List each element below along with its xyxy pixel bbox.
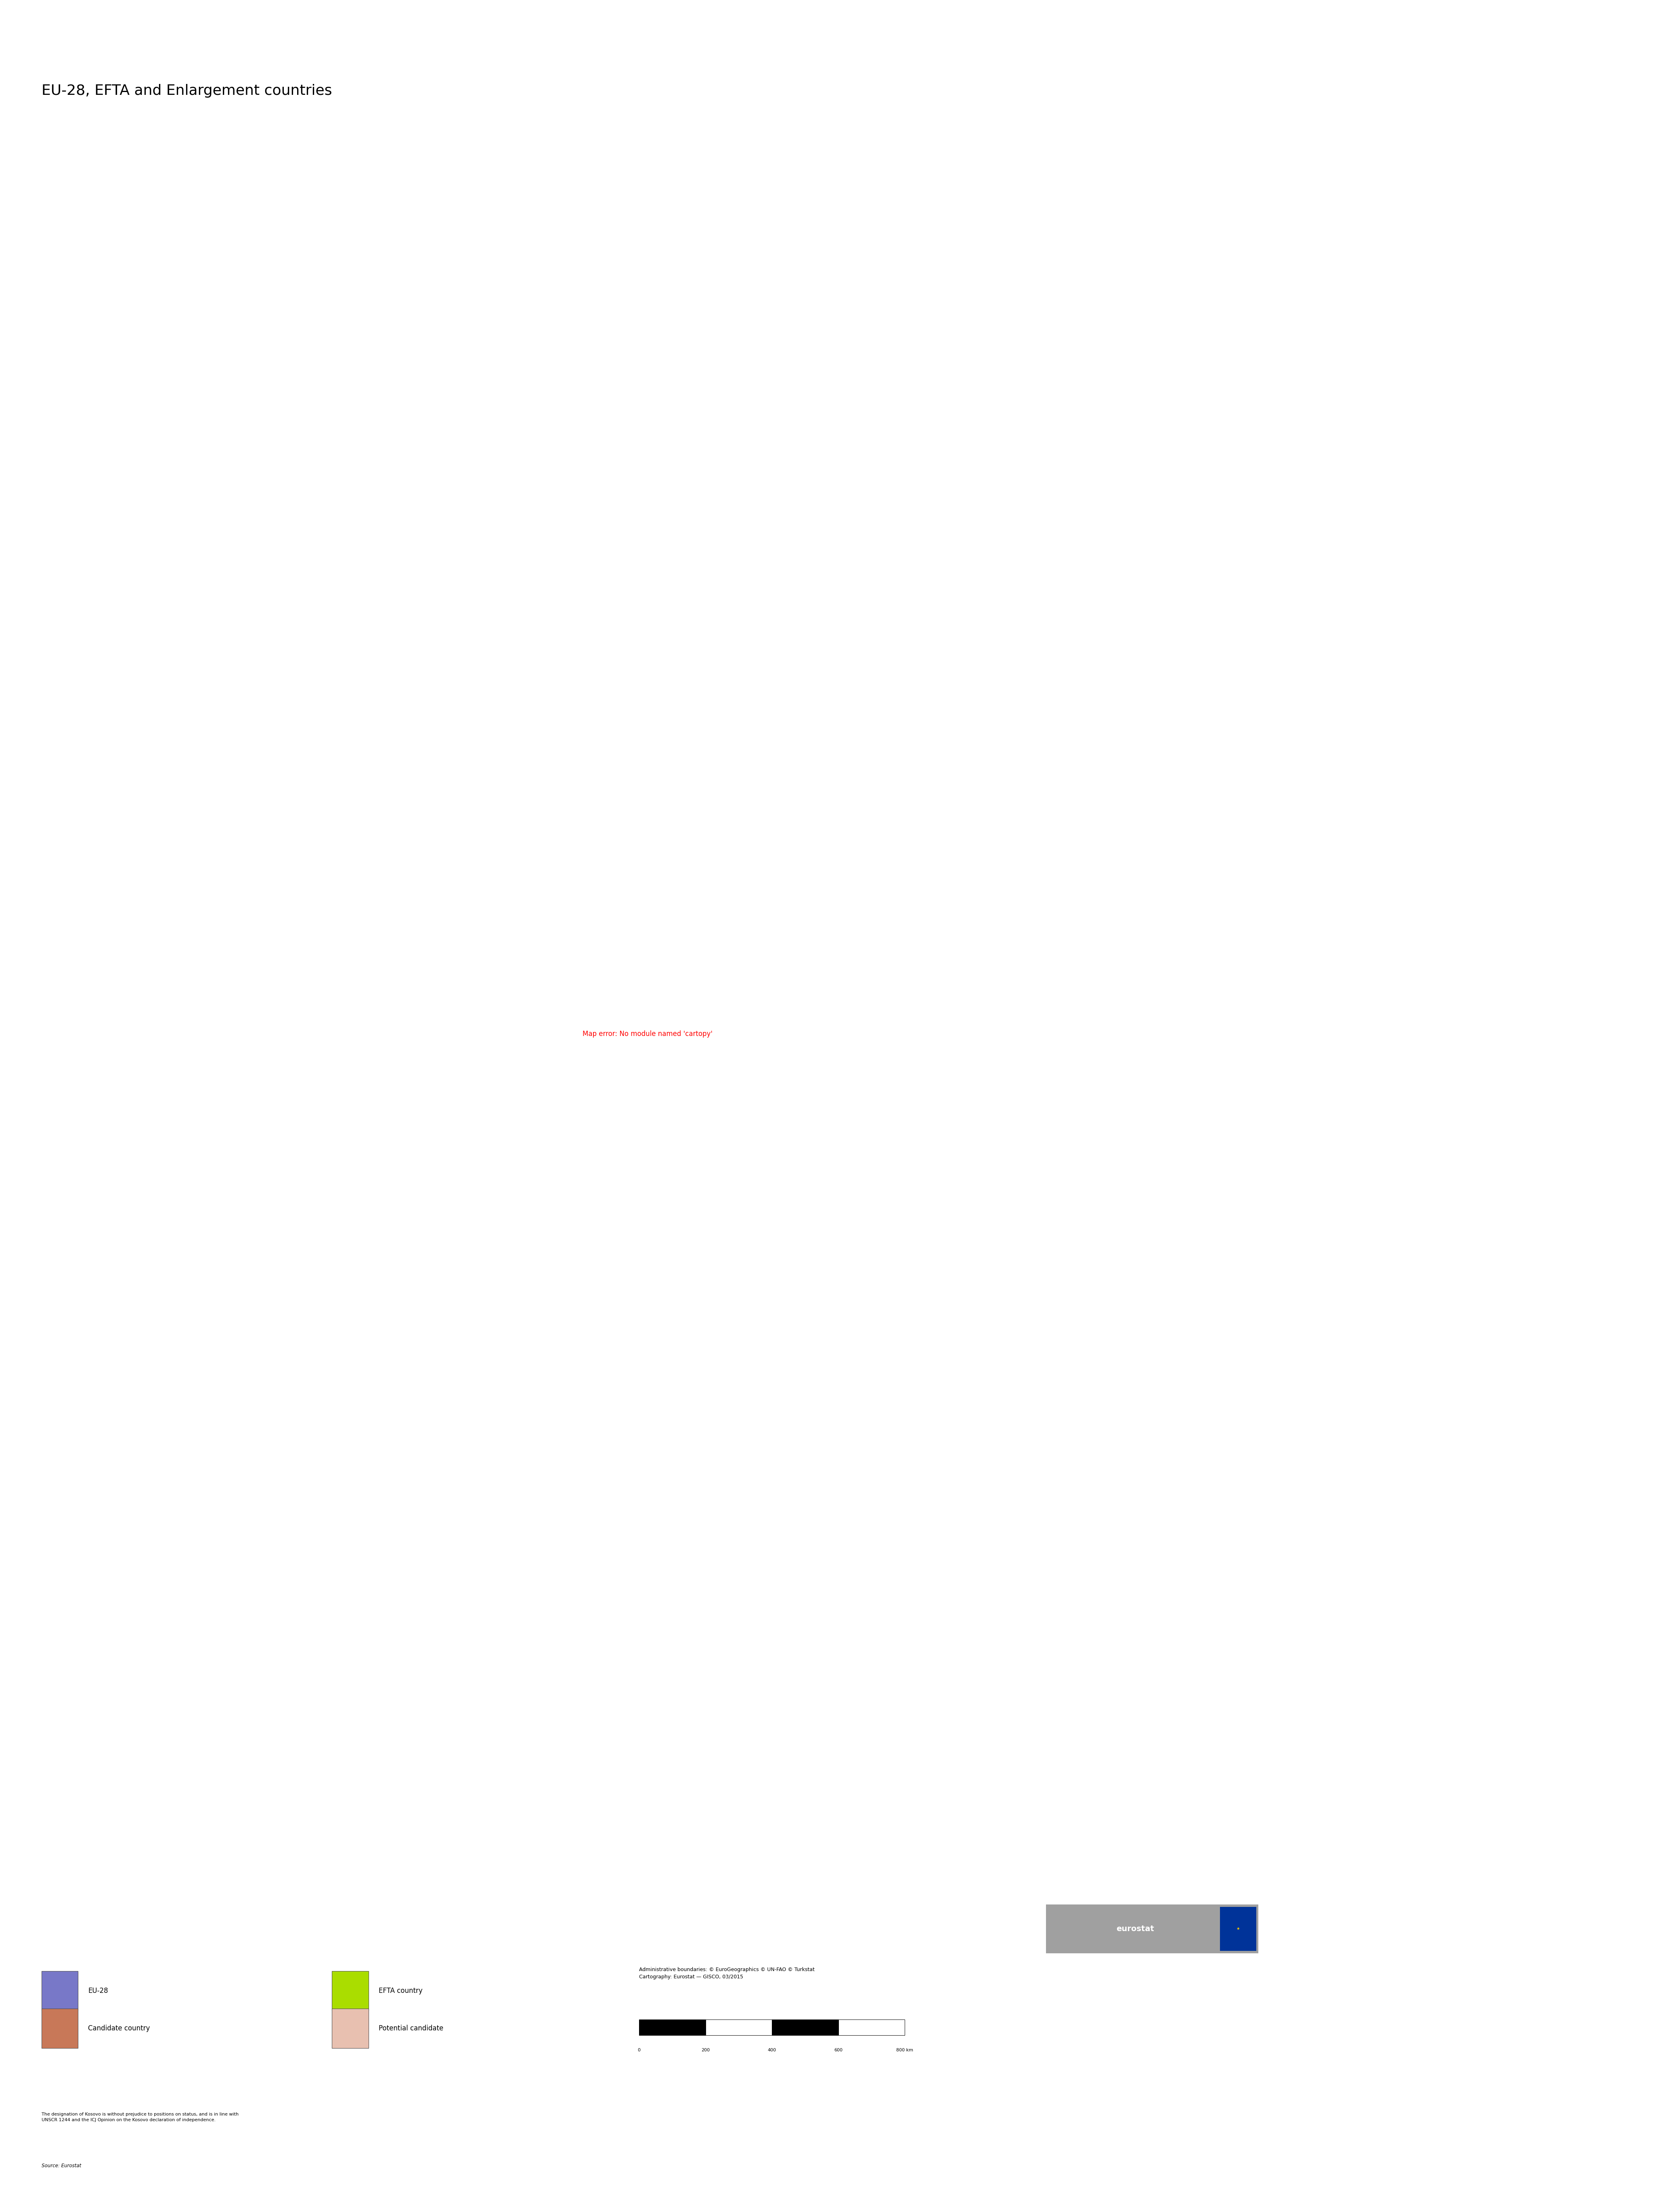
Text: 400: 400: [767, 2048, 777, 2053]
Text: eurostat: eurostat: [1116, 1924, 1154, 1933]
Text: 0: 0: [637, 2048, 641, 2053]
Text: 200: 200: [701, 2048, 710, 2053]
Text: Administrative boundaries: © EuroGeographics © UN-FAO © Turkstat
Cartography: Eu: Administrative boundaries: © EuroGeograp…: [639, 1966, 815, 1980]
Text: The designation of Kosovo is without prejudice to positions on status, and is in: The designation of Kosovo is without pre…: [42, 2112, 239, 2121]
Text: EU-28, EFTA and Enlargement countries: EU-28, EFTA and Enlargement countries: [42, 84, 332, 97]
Text: Source: Eurostat: Source: Eurostat: [42, 2163, 81, 2168]
Text: 800 km: 800 km: [896, 2048, 913, 2053]
Text: EU-28: EU-28: [88, 1986, 108, 1995]
Text: Potential candidate: Potential candidate: [378, 2024, 443, 2033]
Text: ★: ★: [1237, 1927, 1240, 1931]
Text: Map error: No module named 'cartopy': Map error: No module named 'cartopy': [583, 1031, 712, 1037]
Text: EFTA country: EFTA country: [378, 1986, 422, 1995]
Text: Candidate country: Candidate country: [88, 2024, 149, 2033]
Text: 600: 600: [833, 2048, 843, 2053]
